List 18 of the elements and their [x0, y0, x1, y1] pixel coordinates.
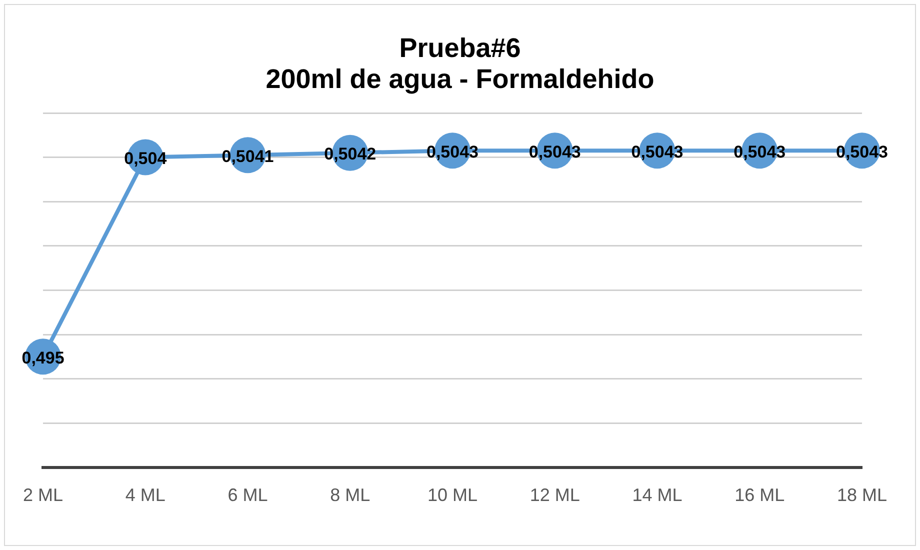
x-tick-label: 2 ML — [22, 485, 64, 506]
data-label: 0,5043 — [734, 142, 786, 162]
chart-subtitle: 200ml de agua - Formaldehido — [264, 64, 656, 95]
x-tick-label: 4 ML — [125, 485, 166, 506]
data-label: 0,5041 — [222, 146, 274, 166]
x-tick-label: 12 ML — [530, 485, 580, 506]
x-tick-label: 18 ML — [836, 485, 887, 506]
chart-title: Prueba#6 — [398, 33, 522, 64]
data-label: 0,5043 — [528, 142, 581, 162]
data-label: 0,5042 — [324, 144, 376, 164]
x-tick-label: 10 ML — [427, 485, 478, 506]
x-tick-label: 8 ML — [330, 485, 370, 506]
data-label: 0,5043 — [631, 142, 684, 162]
x-tick-label: 6 ML — [228, 485, 268, 506]
data-label: 0,5043 — [426, 142, 478, 162]
x-tick-label: 16 ML — [734, 485, 785, 506]
x-tick-label: 14 ML — [632, 485, 682, 506]
data-label: 0,504 — [124, 148, 168, 168]
